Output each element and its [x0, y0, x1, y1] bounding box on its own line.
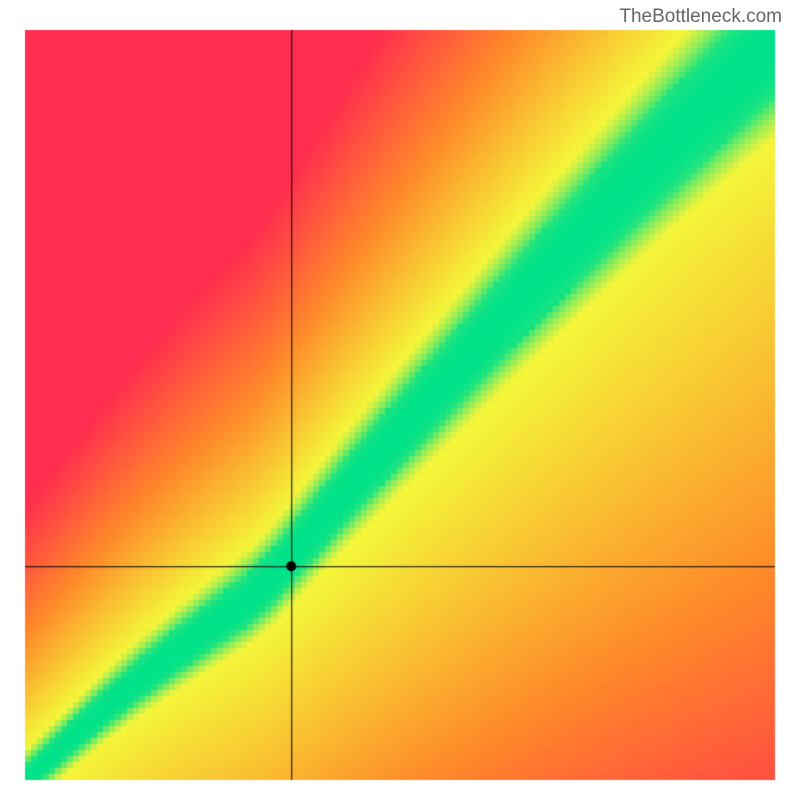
bottleneck-heatmap: [0, 0, 800, 800]
chart-container: TheBottleneck.com: [0, 0, 800, 800]
attribution-text: TheBottleneck.com: [619, 6, 782, 28]
